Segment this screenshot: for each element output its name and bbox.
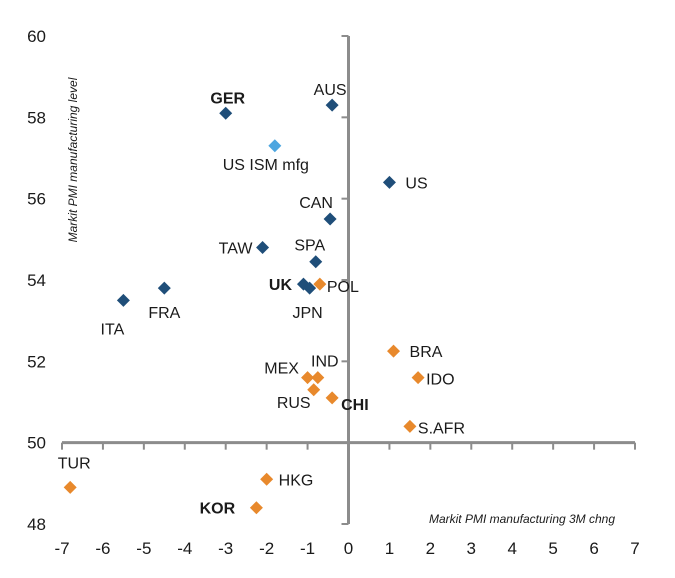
y-tick-label: 52 [27, 352, 46, 371]
point-fra [157, 281, 171, 295]
point-label-ind: IND [311, 354, 339, 371]
y-tick-label: 50 [27, 434, 46, 453]
point-label-pol: POL [327, 279, 359, 296]
x-tick-label: -3 [218, 539, 233, 558]
point-label-tur: TUR [58, 455, 91, 472]
point-s-afr [403, 419, 417, 433]
point-ind [311, 371, 325, 385]
point-hkg [260, 472, 274, 486]
y-tick-label: 60 [27, 27, 46, 46]
point-label-chi: CHI [341, 397, 369, 414]
point-label-uk: UK [269, 277, 293, 294]
point-can [323, 212, 337, 226]
x-tick-label: -5 [136, 539, 151, 558]
point-label-s-afr: S.AFR [418, 420, 465, 437]
x-tick-label: 2 [426, 539, 435, 558]
x-tick-label: 7 [630, 539, 639, 558]
point-kor [249, 501, 263, 515]
point-label-fra: FRA [148, 305, 180, 322]
point-label-taw: TAW [219, 240, 254, 257]
point-label-ger: GER [210, 90, 245, 107]
y-tick-label: 56 [27, 190, 46, 209]
point-rus [307, 383, 321, 397]
point-label-ido: IDO [426, 372, 454, 389]
data-points [63, 98, 425, 515]
x-tick-label: 5 [548, 539, 557, 558]
point-label-kor: KOR [200, 501, 236, 518]
x-axis-title: Markit PMI manufacturing 3M chng [429, 512, 615, 526]
point-label-can: CAN [299, 195, 333, 212]
point-us-ism-mfg [268, 139, 282, 153]
point-label-jpn: JPN [293, 305, 323, 322]
x-tick-label: 3 [467, 539, 476, 558]
point-label-hkg: HKG [279, 472, 314, 489]
x-tick-label: -4 [177, 539, 192, 558]
y-tick-label: 48 [27, 515, 46, 534]
point-jpn [303, 281, 317, 295]
x-tick-label: -2 [259, 539, 274, 558]
point-label-mex: MEX [264, 361, 299, 378]
x-tick-label: 0 [344, 539, 353, 558]
point-label-aus: AUS [314, 82, 347, 99]
x-tick-label: -7 [54, 539, 69, 558]
point-label-rus: RUS [277, 395, 311, 412]
y-tick-label: 54 [27, 271, 46, 290]
x-tick-label: 6 [589, 539, 598, 558]
x-tick-label: 1 [385, 539, 394, 558]
point-chi [325, 391, 339, 405]
point-label-spa: SPA [294, 238, 325, 255]
point-label-us-ism-mfg: US ISM mfg [223, 157, 309, 174]
point-us [382, 175, 396, 189]
point-label-bra: BRA [410, 344, 443, 361]
y-axis-title: Markit PMI manufacturing level [66, 77, 80, 242]
point-ger [219, 106, 233, 120]
point-pol [313, 277, 327, 291]
point-aus [325, 98, 339, 112]
point-label-us: US [405, 175, 427, 192]
x-tick-label: 4 [507, 539, 516, 558]
point-spa [309, 255, 323, 269]
point-taw [256, 240, 270, 254]
point-bra [387, 344, 401, 358]
point-ido [411, 371, 425, 385]
point-ita [116, 293, 130, 307]
point-mex [301, 371, 315, 385]
point-tur [63, 480, 77, 494]
y-tick-label: 58 [27, 108, 46, 127]
point-label-ita: ITA [101, 321, 125, 338]
x-tick-label: -1 [300, 539, 315, 558]
x-tick-label: -6 [95, 539, 110, 558]
